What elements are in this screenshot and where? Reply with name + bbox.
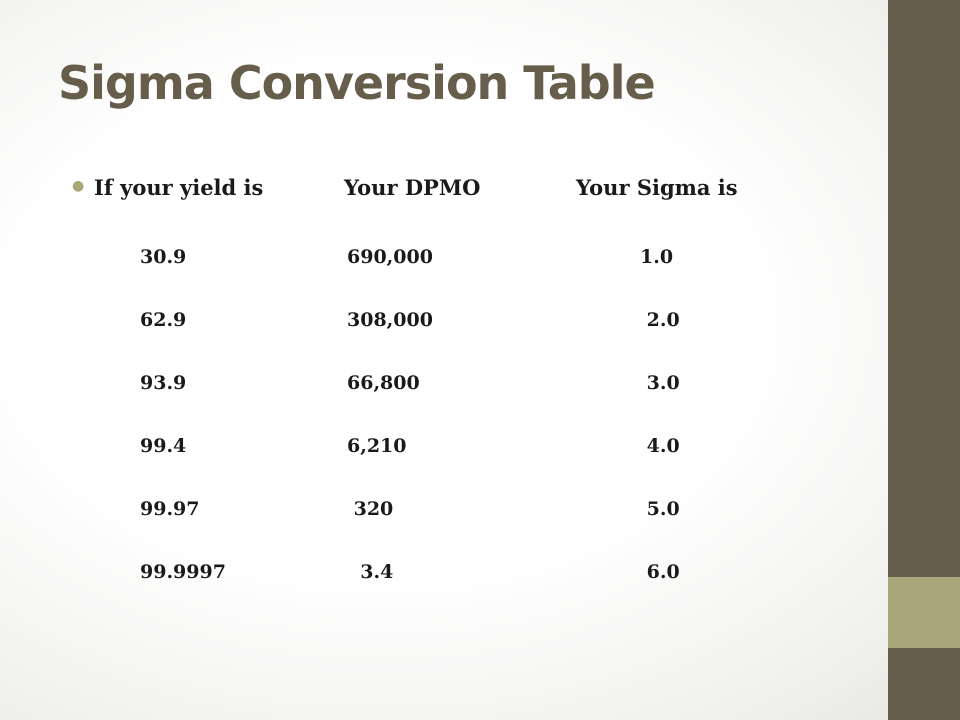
yield-cell: 99.9997 — [140, 561, 226, 583]
dpmo-cell: 320 — [347, 498, 394, 520]
dpmo-cell: 690,000 — [347, 246, 433, 268]
bullet-dot-icon: ● — [72, 178, 85, 194]
yield-cell: 99.97 — [140, 498, 200, 520]
header-dpmo: Your DPMO — [344, 175, 481, 200]
dpmo-cell: 6,210 — [347, 435, 407, 457]
decorative-sidebar — [888, 0, 960, 720]
table-row: 30.9 690,000 1.0 — [0, 246, 888, 276]
yield-cell: 62.9 — [140, 309, 187, 331]
sigma-cell: 1.0 — [640, 246, 674, 268]
yield-cell: 93.9 — [140, 372, 187, 394]
dpmo-cell: 66,800 — [347, 372, 420, 394]
slide-title: Sigma Conversion Table — [58, 56, 656, 110]
table-row: 62.9 308,000 2.0 — [0, 309, 888, 339]
table-row: 93.9 66,800 3.0 — [0, 372, 888, 402]
header-yield: If your yield is — [94, 175, 264, 200]
sigma-cell: 3.0 — [640, 372, 680, 394]
header-sigma: Your Sigma is — [576, 175, 738, 200]
sigma-cell: 4.0 — [640, 435, 680, 457]
sigma-cell: 5.0 — [640, 498, 680, 520]
table-header-row: ● If your yield is Your DPMO Your Sigma … — [72, 175, 772, 205]
table-row: 99.9997 3.4 6.0 — [0, 561, 888, 591]
dpmo-cell: 3.4 — [347, 561, 394, 583]
sigma-cell: 2.0 — [640, 309, 680, 331]
table-row: 99.97 320 5.0 — [0, 498, 888, 528]
sidebar-accent-block — [888, 577, 960, 648]
dpmo-cell: 308,000 — [347, 309, 433, 331]
table-row: 99.4 6,210 4.0 — [0, 435, 888, 465]
slide-content: Sigma Conversion Table ● If your yield i… — [0, 56, 888, 591]
yield-cell: 99.4 — [140, 435, 187, 457]
yield-cell: 30.9 — [140, 246, 187, 268]
sigma-cell: 6.0 — [640, 561, 680, 583]
